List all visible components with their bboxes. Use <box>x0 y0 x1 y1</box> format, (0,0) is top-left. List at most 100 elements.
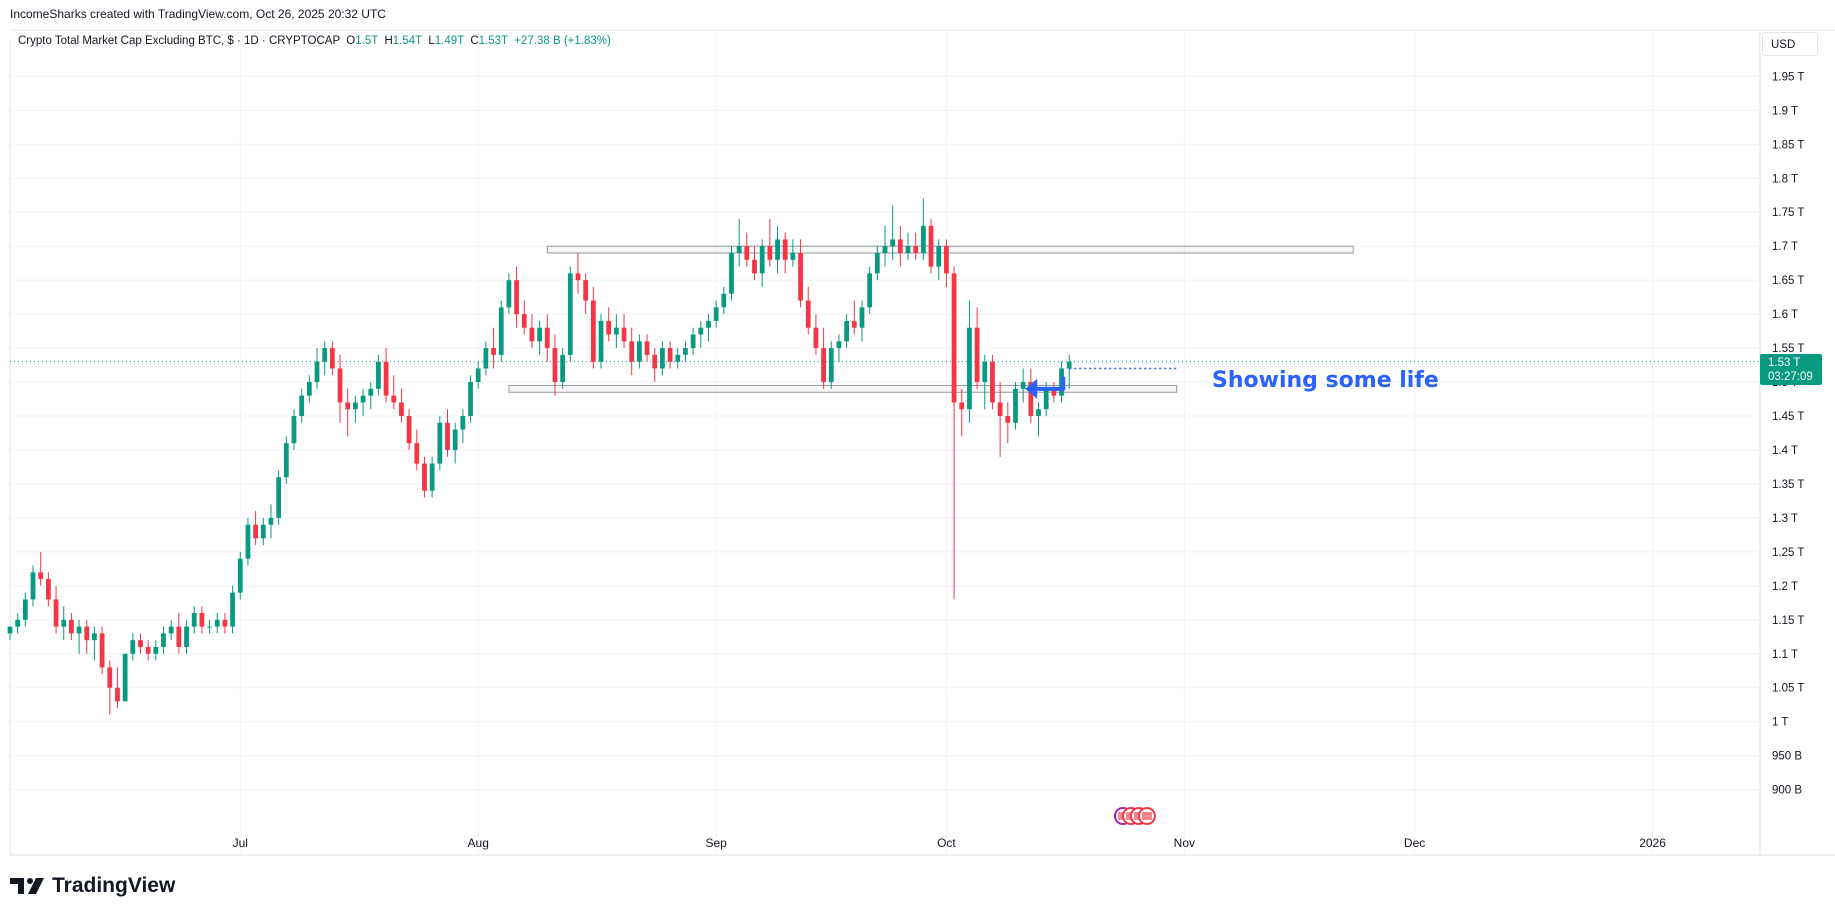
candle-body <box>168 626 174 634</box>
candle-body <box>913 246 919 253</box>
candle-body <box>1005 416 1011 423</box>
y-tick-label: 1 T <box>1772 717 1788 729</box>
candle-body <box>253 524 258 539</box>
candle-body <box>821 348 826 383</box>
candle-body <box>867 273 873 308</box>
y-tick-label: 1.65 T <box>1772 275 1804 287</box>
x-tick-label: 2026 <box>1639 836 1666 850</box>
close-label: C <box>470 35 479 47</box>
bar-countdown: 03:27:09 <box>1768 371 1813 383</box>
candle-body <box>529 327 535 342</box>
candle-body <box>621 327 627 342</box>
candle-body <box>544 327 550 349</box>
candle-body <box>468 382 473 417</box>
candle-body <box>1043 388 1049 410</box>
candle-body <box>706 320 711 328</box>
candle-body <box>483 348 489 369</box>
y-tick-label: 1.9 T <box>1772 105 1798 117</box>
candle-body <box>214 619 220 627</box>
candle-body <box>683 348 688 355</box>
candle-body <box>360 395 366 403</box>
currency-selector[interactable]: USD <box>1762 32 1818 56</box>
candle-body <box>629 341 635 362</box>
candle-body <box>368 388 374 396</box>
candle-body <box>7 626 13 634</box>
candle-body <box>660 348 665 369</box>
candle-body <box>337 368 343 403</box>
candle-body <box>790 252 796 260</box>
candle-body <box>268 517 274 525</box>
y-tick-label: 1.6 T <box>1772 309 1798 321</box>
candle-body <box>130 640 136 654</box>
candle-body <box>99 633 105 668</box>
x-tick-label: Nov <box>1174 836 1195 850</box>
x-tick-label: Sep <box>705 836 727 850</box>
y-tick-label: 1.2 T <box>1772 581 1798 593</box>
candle-body <box>406 416 412 444</box>
candle-body <box>84 626 90 641</box>
candle-body <box>767 246 773 260</box>
candle-body <box>944 246 949 274</box>
candle-body <box>176 626 182 647</box>
range-box <box>508 384 1178 393</box>
tradingview-brand[interactable]: TradingView <box>10 874 175 898</box>
y-tick-label: 950 B <box>1772 751 1802 763</box>
candle-body <box>145 646 151 654</box>
candle-body <box>414 443 420 464</box>
candle-body <box>859 307 865 328</box>
y-tick-label: 1.4 T <box>1772 445 1798 457</box>
candle-body <box>613 327 619 335</box>
candle-body <box>959 402 965 410</box>
candle-body <box>429 463 435 491</box>
last-price-label: 1.53 T 03:27:09 <box>1760 354 1822 385</box>
candle-body <box>237 558 243 593</box>
candle-body <box>122 653 128 702</box>
range-box <box>546 245 1354 254</box>
candle-body <box>92 633 97 641</box>
candle-body <box>38 572 44 580</box>
x-tick-label: Aug <box>468 836 489 850</box>
candle-body <box>990 361 995 403</box>
candle-body <box>652 354 658 369</box>
candle-body <box>560 354 566 383</box>
symbol-title[interactable]: Crypto Total Market Cap Excluding BTC, $… <box>18 35 340 47</box>
candle-body <box>836 341 842 349</box>
candle-body <box>260 524 266 539</box>
candle-body <box>207 626 212 628</box>
candle-body <box>161 633 166 647</box>
y-tick-label: 1.45 T <box>1772 411 1804 423</box>
open-value: 1.5T <box>355 35 379 47</box>
candle-body <box>329 348 335 369</box>
price-axis[interactable]: 900 B 950 B 1 T 1.05 T 1.1 T 1.15 T 1.2 T 1.25 … <box>1772 71 1804 796</box>
candle-body <box>245 524 251 559</box>
candle-body <box>22 599 28 620</box>
range-boxes <box>508 245 1354 393</box>
candle-body <box>729 252 734 294</box>
candle-body <box>299 395 305 417</box>
x-tick-label: Oct <box>937 836 956 850</box>
candle-body <box>138 640 143 647</box>
time-axis[interactable]: Jul Aug Sep Oct Nov Dec 2026 <box>233 836 1667 850</box>
y-tick-label: 1.95 T <box>1772 71 1804 83</box>
y-tick-label: 900 B <box>1772 785 1802 797</box>
candle-body <box>437 422 443 464</box>
candle-body <box>45 579 51 600</box>
candle-body <box>644 341 650 355</box>
candles <box>7 198 1072 715</box>
candle-body <box>951 273 957 403</box>
candle-body <box>514 280 519 315</box>
candle-body <box>475 368 481 383</box>
candle-body <box>1028 382 1034 417</box>
annotation-text[interactable]: Showing some life <box>1212 368 1439 393</box>
candle-body <box>460 416 466 430</box>
candle-body <box>283 443 289 478</box>
change-value: +27.38 B (+1.83%) <box>514 35 611 47</box>
candle-body <box>759 246 765 274</box>
economic-events[interactable] <box>1113 807 1156 825</box>
candle-body <box>322 348 328 362</box>
candle-body <box>675 354 681 362</box>
candle-body <box>897 239 903 253</box>
brand-name: TradingView <box>52 874 176 897</box>
x-tick-label: Jul <box>233 836 248 850</box>
